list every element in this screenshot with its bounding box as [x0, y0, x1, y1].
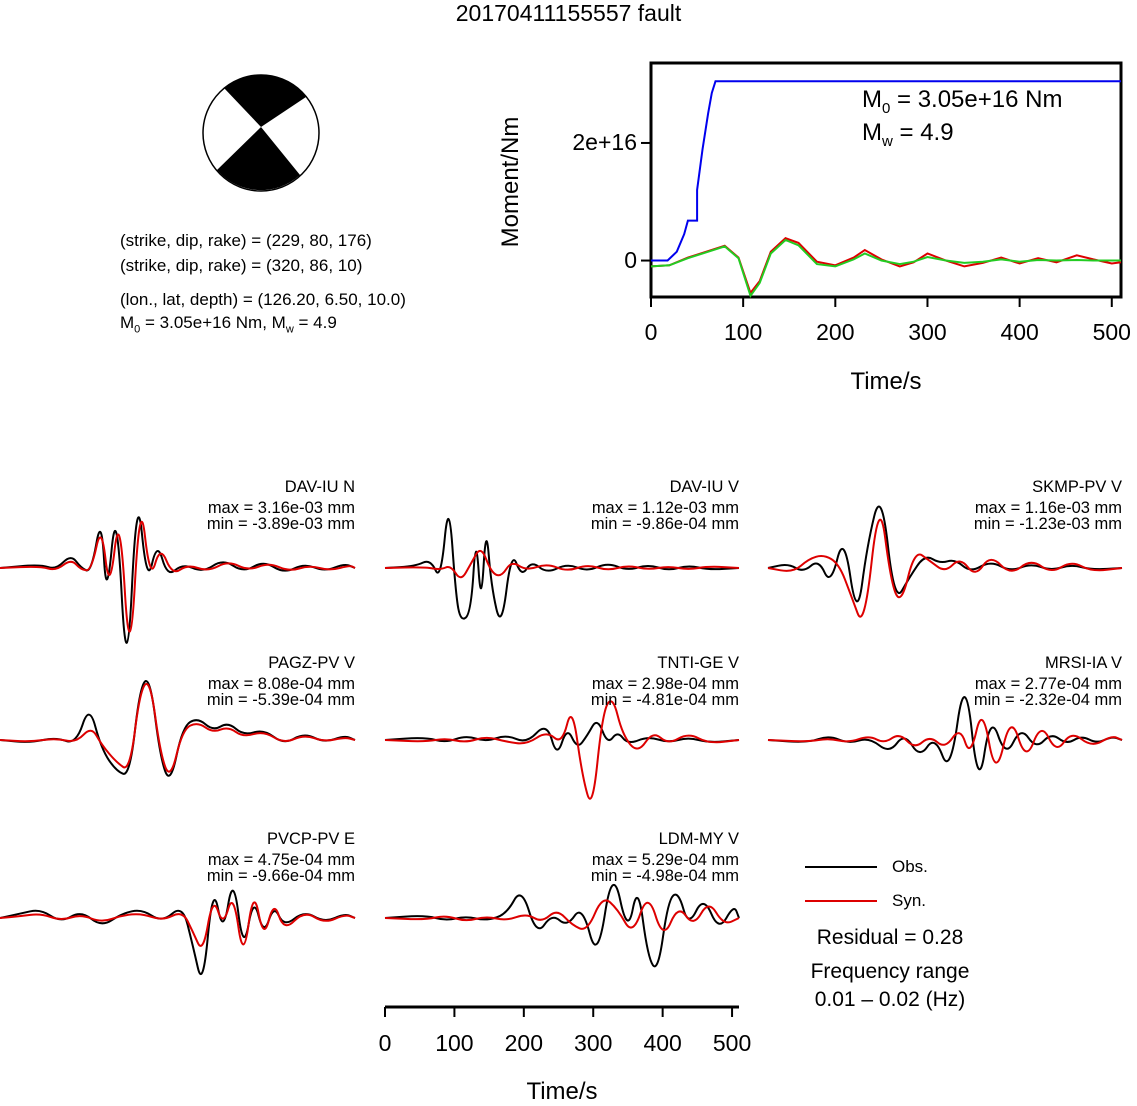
page-title: 20170411155557 fault [455, 0, 682, 26]
legend-syn-label: Syn. [892, 891, 927, 910]
observed-trace [384, 721, 740, 751]
station-name: PAGZ-PV V [268, 654, 355, 672]
wave-xtick-label: 200 [504, 1030, 543, 1056]
residual-text: Residual = 0.28 [816, 926, 964, 949]
moment-xtick-label: 100 [723, 319, 763, 345]
station-min: min = -9.66e-04 mm [206, 867, 355, 885]
beachball-compressional-top [224, 75, 306, 127]
wave-xtick-label: 400 [643, 1030, 682, 1056]
moment-xtick-label: 500 [1092, 319, 1131, 345]
moment-series-2 [650, 238, 1121, 299]
wave-xtick-label: 500 [712, 1030, 752, 1056]
station-min: min = -4.98e-04 mm [590, 867, 739, 885]
station-trace-group [384, 517, 740, 620]
station-max: max = 8.08e-04 mm [207, 675, 355, 693]
station-name: MRSI-IA V [1044, 654, 1122, 672]
mechanism-line-2: (strike, dip, rake) = (320, 86, 10) [120, 256, 363, 275]
synthetic-trace [767, 518, 1123, 618]
synthetic-trace [0, 901, 356, 947]
station-name: DAV-IU N [284, 478, 355, 496]
station-name: DAV-IU V [669, 478, 739, 496]
synthetic-trace [0, 682, 356, 773]
station-min: min = -9.86e-04 mm [590, 515, 739, 533]
moment-mw-label: Mw = 4.9 [862, 119, 954, 150]
moment-plot-frame [649, 61, 1123, 299]
station-max: max = 4.75e-04 mm [207, 851, 355, 869]
station-max: max = 2.77e-04 mm [974, 675, 1122, 693]
moment-summary-line: M0 = 3.05e+16 Nm, Mw = 4.9 [120, 313, 337, 336]
station-trace-group [0, 516, 356, 644]
wave-xtick-label: 300 [574, 1030, 613, 1056]
station-name: SKMP-PV V [1032, 478, 1122, 496]
frequency-title: Frequency range [810, 960, 970, 983]
moment-m0-label: M0 = 3.05e+16 Nm [862, 86, 1063, 117]
station-max: max = 2.98e-04 mm [591, 675, 739, 693]
wave-xtick-label: 0 [378, 1030, 392, 1056]
synthetic-trace [384, 549, 740, 579]
station-min: min = -2.32e-04 mm [973, 691, 1122, 709]
location-line: (lon., lat, depth) = (126.20, 6.50, 10.0… [120, 290, 406, 309]
station-min: min = -5.39e-04 mm [206, 691, 355, 709]
frequency-value: 0.01 – 0.02 (Hz) [814, 988, 966, 1011]
legend-obs-label: Obs. [892, 857, 928, 876]
synthetic-trace [384, 700, 740, 800]
synthetic-trace [767, 718, 1123, 764]
station-name: PVCP-PV E [266, 830, 355, 848]
mechanism-line-1: (strike, dip, rake) = (229, 80, 176) [120, 231, 372, 250]
station-name: LDM-MY V [658, 830, 739, 848]
station-min: min = -4.81e-04 mm [590, 691, 739, 709]
moment-xtick-label: 400 [1000, 319, 1039, 345]
synthetic-trace [0, 520, 356, 633]
station-trace-group [384, 883, 740, 968]
wave-xtick-label: 100 [435, 1030, 474, 1056]
beachball [202, 74, 320, 192]
station-max: max = 1.16e-03 mm [974, 499, 1122, 517]
station-max: max = 1.12e-03 mm [591, 499, 739, 517]
station-trace-group [0, 680, 356, 777]
beachball-compressional-bottom [217, 127, 300, 191]
synthetic-trace [384, 899, 740, 931]
station-max: max = 5.29e-04 mm [591, 851, 739, 869]
station-min: min = -3.89e-03 mm [206, 515, 355, 533]
wave-x-axis-title: Time/s [526, 1078, 598, 1105]
moment-x-axis-title: Time/s [850, 368, 922, 395]
moment-xtick-label: 200 [816, 319, 855, 345]
moment-xtick-label: 0 [644, 319, 658, 345]
station-max: max = 3.16e-03 mm [207, 499, 355, 517]
station-trace-group [767, 696, 1123, 771]
station-trace-group [384, 700, 740, 800]
moment-xtick-label: 300 [908, 319, 947, 345]
station-name: TNTI-GE V [657, 654, 739, 672]
station-trace-group [0, 890, 356, 975]
station-trace-group [767, 505, 1123, 618]
station-min: min = -1.23e-03 mm [973, 515, 1122, 533]
observed-trace [0, 516, 356, 644]
moment-y-axis-title: Moment/Nm [497, 116, 524, 248]
moment-ytick-label: 0 [624, 246, 637, 273]
moment-ytick-label: 2e+16 [572, 128, 637, 155]
moment-series-0 [651, 80, 1121, 262]
